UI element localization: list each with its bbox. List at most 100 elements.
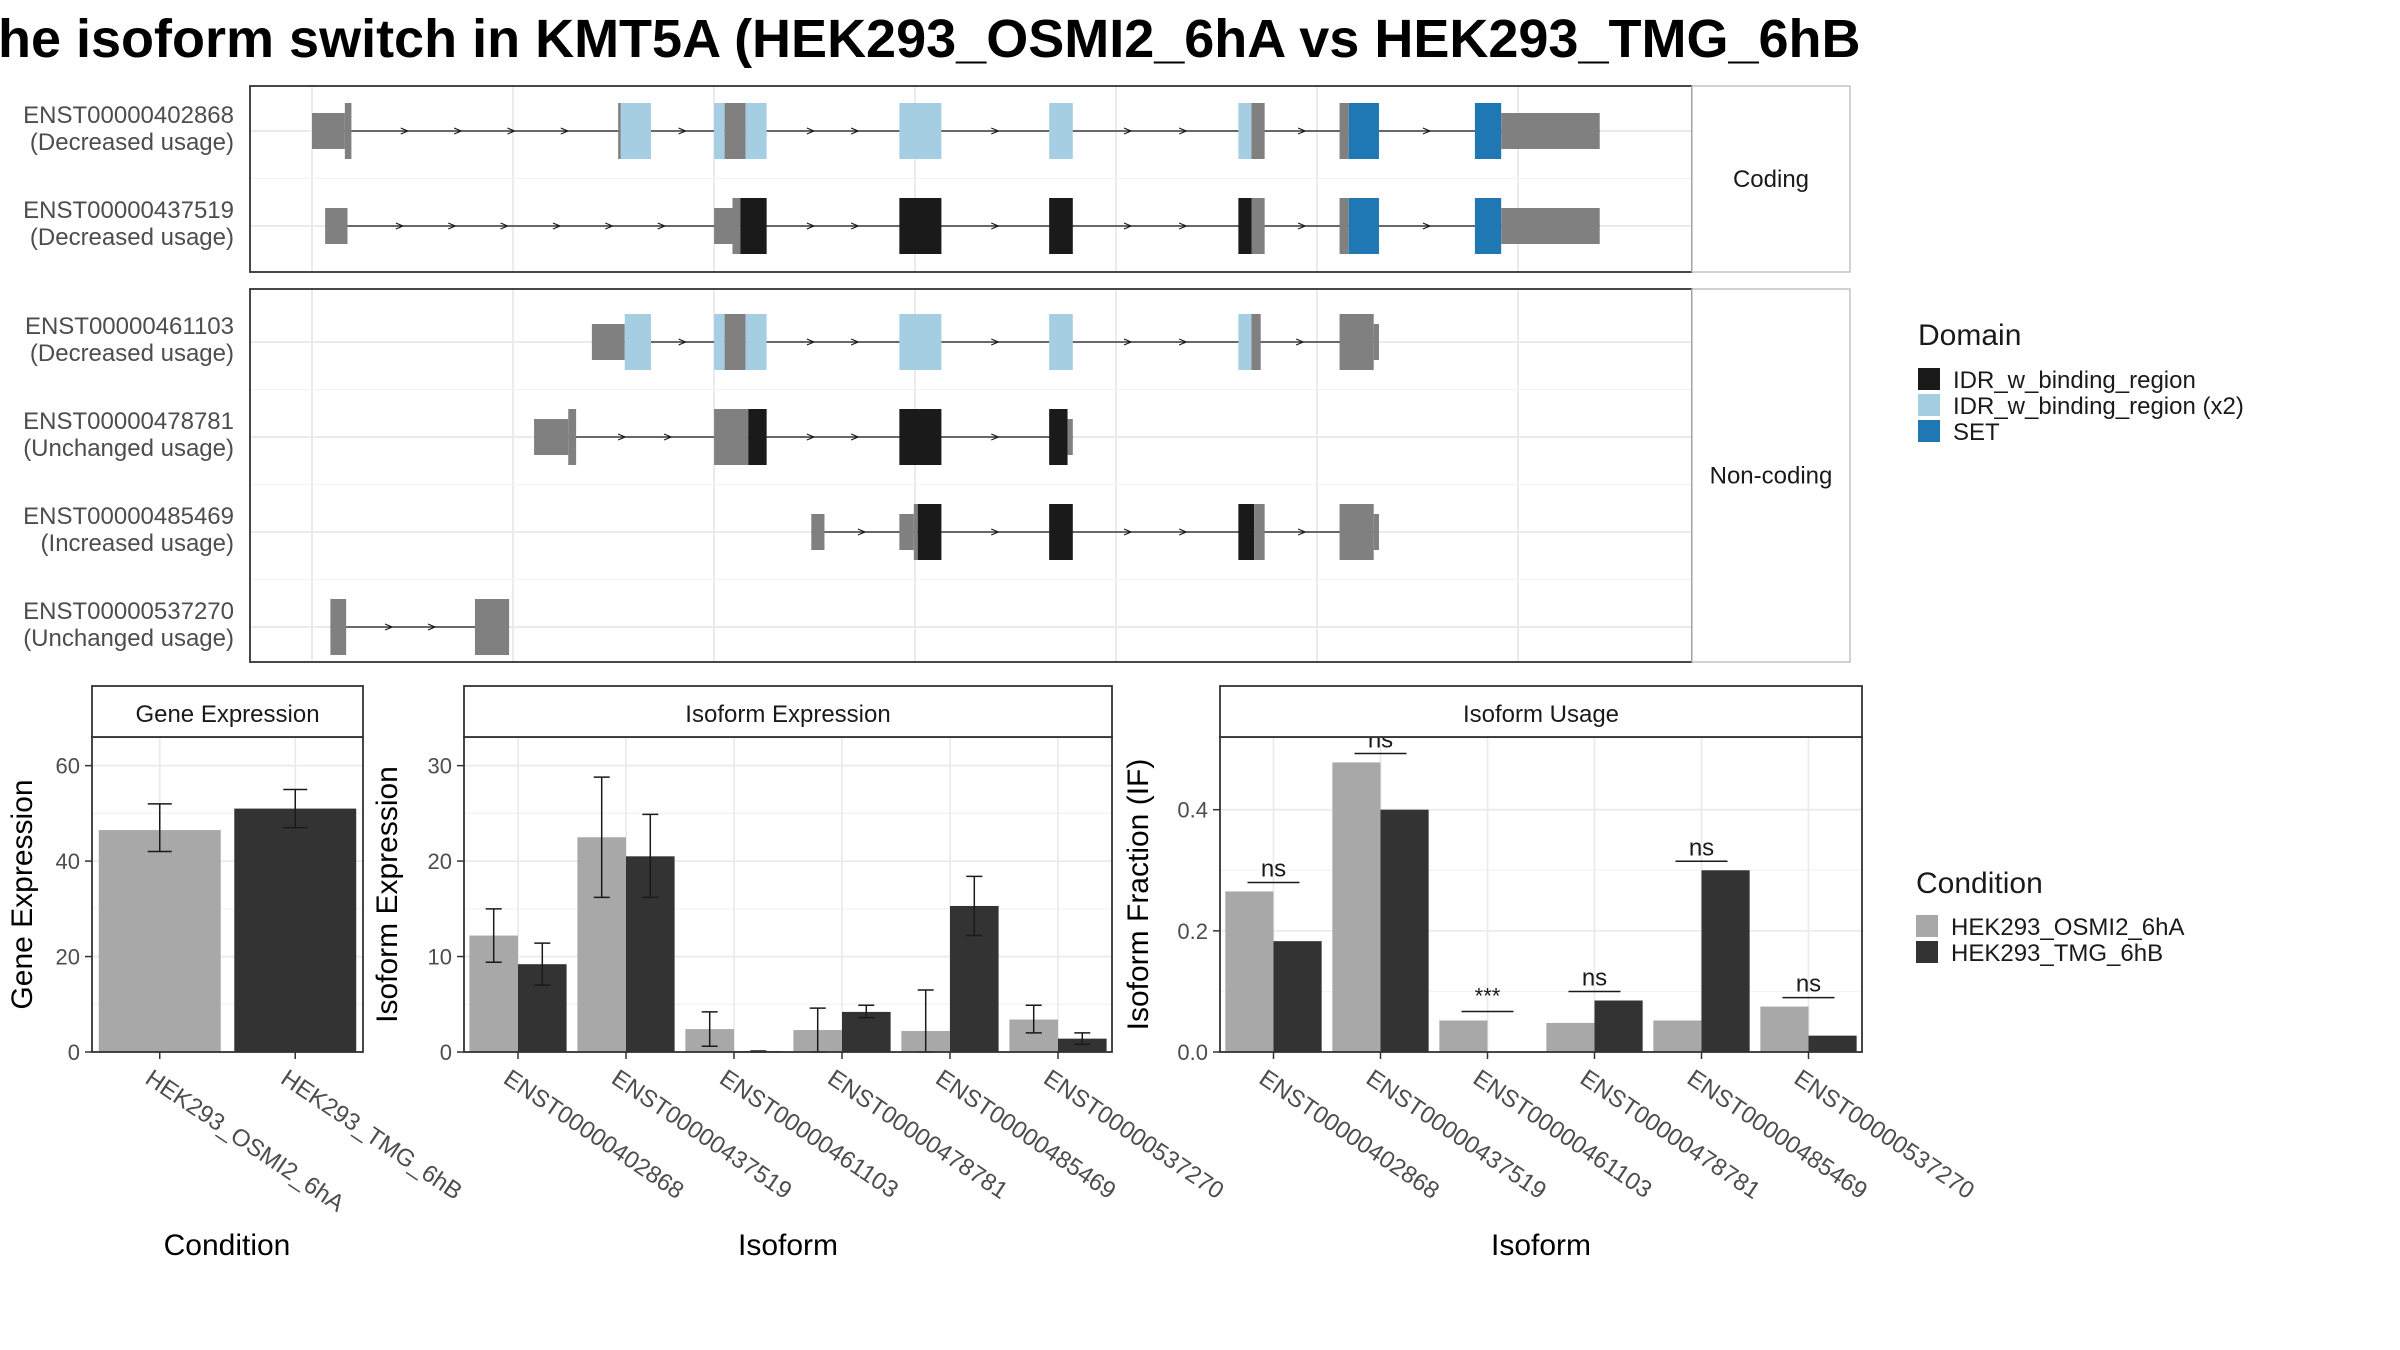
- strand-arrow: [678, 127, 688, 135]
- exon: [1251, 103, 1265, 159]
- exon: [1339, 314, 1374, 370]
- strand-arrow: [453, 127, 463, 135]
- exon: [325, 208, 348, 244]
- panel-strip: [1219, 685, 1863, 738]
- exon: [913, 504, 918, 560]
- strand-arrow: [427, 623, 437, 631]
- strand-arrow: [1297, 528, 1307, 536]
- exon: [620, 103, 652, 159]
- exon: [1049, 409, 1068, 465]
- strand-arrow: [400, 127, 410, 135]
- exon: [1251, 198, 1265, 254]
- domain-legend-swatch: [1918, 368, 1940, 390]
- exon: [1238, 103, 1252, 159]
- bar: [1701, 870, 1750, 1052]
- exon: [1238, 504, 1255, 560]
- exon: [714, 409, 749, 465]
- panel-strip: [463, 685, 1113, 738]
- y-tick-label: 0: [68, 1040, 80, 1065]
- x-tick-label: ENST00000478781: [823, 1065, 1013, 1205]
- strand-arrow: [663, 433, 673, 441]
- facet-strip-label: Coding: [1733, 166, 1809, 193]
- exon: [899, 103, 942, 159]
- isoform-track: [330, 599, 510, 655]
- panel-strip-label: Isoform Expression: [685, 701, 890, 728]
- isoform-label: ENST00000402868: [23, 102, 234, 129]
- y-tick-label: 0.4: [1177, 798, 1208, 823]
- condition-legend-title: Condition: [1916, 867, 2043, 900]
- isoform-track: [811, 504, 1379, 560]
- exon: [899, 409, 942, 465]
- significance-label: ***: [1475, 984, 1501, 1009]
- exon: [899, 314, 942, 370]
- x-tick-label: ENST00000537270: [1789, 1065, 1979, 1205]
- exon: [714, 103, 725, 159]
- exon: [724, 103, 746, 159]
- plot-background: [464, 737, 1112, 1052]
- facet-background: [250, 289, 1692, 662]
- bar: [1546, 1022, 1595, 1052]
- domain-legend-label: IDR_w_binding_region: [1953, 367, 2196, 394]
- strand-arrow: [1178, 222, 1188, 230]
- isoform-track: [534, 409, 1073, 465]
- structure-facet-non-coding: Non-coding: [249, 288, 1851, 663]
- y-axis-title: Isoform Expression: [371, 766, 404, 1023]
- strand-arrow: [500, 222, 510, 230]
- bar: [1760, 1006, 1809, 1052]
- y-tick-label: 0: [440, 1040, 452, 1065]
- exon: [534, 419, 569, 455]
- strand-arrow: [991, 433, 1000, 441]
- strand-arrow: [850, 338, 860, 346]
- domain-legend-label: SET: [1953, 419, 2000, 446]
- strand-arrow: [1123, 338, 1133, 346]
- strand-arrow: [1178, 127, 1188, 135]
- strand-arrow: [991, 222, 1000, 230]
- exon: [745, 314, 767, 370]
- strand-arrow: [617, 433, 627, 441]
- significance-label: ns: [1582, 965, 1607, 992]
- exon: [1049, 103, 1073, 159]
- strand-arrow: [447, 222, 457, 230]
- isoform-label: ENST00000461103: [25, 313, 234, 340]
- exon: [1238, 314, 1252, 370]
- exon: [748, 409, 767, 465]
- x-tick-label: ENST00000537270: [1039, 1065, 1229, 1205]
- x-tick-label: ENST00000478781: [1575, 1065, 1765, 1205]
- isoform-label: ENST00000485469: [23, 503, 234, 530]
- bar: [98, 830, 221, 1052]
- exon: [624, 314, 652, 370]
- exon: [1339, 198, 1349, 254]
- x-tick-label: ENST00000402868: [499, 1065, 689, 1205]
- y-tick-label: 60: [56, 754, 80, 779]
- strand-arrow: [1178, 528, 1188, 536]
- strand-arrow: [552, 222, 562, 230]
- x-tick-label: ENST00000437519: [607, 1065, 797, 1205]
- domain-legend-title: Domain: [1918, 319, 2021, 352]
- significance-label: ns: [1796, 971, 1821, 998]
- plot-background: [1220, 737, 1862, 1052]
- y-tick-label: 0.2: [1177, 919, 1208, 944]
- condition-legend-label: HEK293_OSMI2_6hA: [1951, 914, 2184, 941]
- strand-arrow: [1295, 338, 1305, 346]
- bar: [842, 1011, 891, 1052]
- strand-arrow: [605, 222, 614, 230]
- exon: [1049, 504, 1073, 560]
- exon: [1373, 514, 1379, 550]
- significance-label: ns: [1689, 834, 1714, 861]
- exon: [474, 599, 510, 655]
- strand-arrow: [850, 127, 860, 135]
- y-tick-label: 30: [428, 754, 452, 779]
- exon: [1067, 419, 1073, 455]
- x-axis-title: Condition: [164, 1229, 291, 1262]
- exon: [312, 113, 345, 149]
- exon: [714, 314, 725, 370]
- x-tick-label: ENST00000485469: [931, 1065, 1121, 1205]
- strand-arrow: [507, 127, 516, 135]
- exon: [899, 198, 942, 254]
- y-tick-label: 10: [428, 945, 452, 970]
- condition-legend-swatch: [1916, 915, 1938, 937]
- y-tick-label: 20: [428, 849, 452, 874]
- exon: [1254, 504, 1265, 560]
